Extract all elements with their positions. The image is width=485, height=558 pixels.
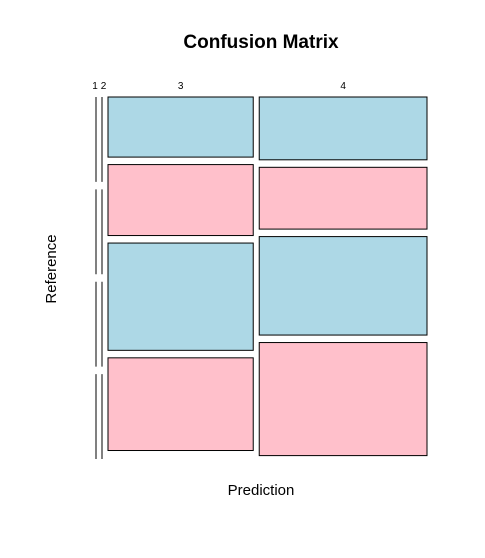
- y-axis-label: Reference: [43, 234, 60, 303]
- cell-pred-3-ref-3: [107, 242, 254, 351]
- chart-title: Confusion Matrix: [183, 32, 339, 53]
- cell-pred-3-ref-1: [107, 96, 254, 158]
- cell-pred-3-ref-4: [107, 357, 254, 452]
- x-tick-label-3: 3: [178, 81, 184, 92]
- x-axis-label: Prediction: [228, 482, 295, 499]
- x-tick-label-1: 1: [92, 81, 98, 92]
- cell-pred-4-ref-3: [258, 236, 428, 336]
- cell-pred-4-ref-4: [258, 342, 428, 457]
- cell-pred-4-ref-2: [258, 166, 428, 230]
- cell-pred-3-ref-2: [107, 164, 254, 237]
- cell-pred-4-ref-1: [258, 96, 428, 161]
- mosaic-cells: [95, 96, 428, 459]
- x-tick-label-2: 2: [101, 81, 107, 92]
- x-tick-label-4: 4: [340, 81, 346, 92]
